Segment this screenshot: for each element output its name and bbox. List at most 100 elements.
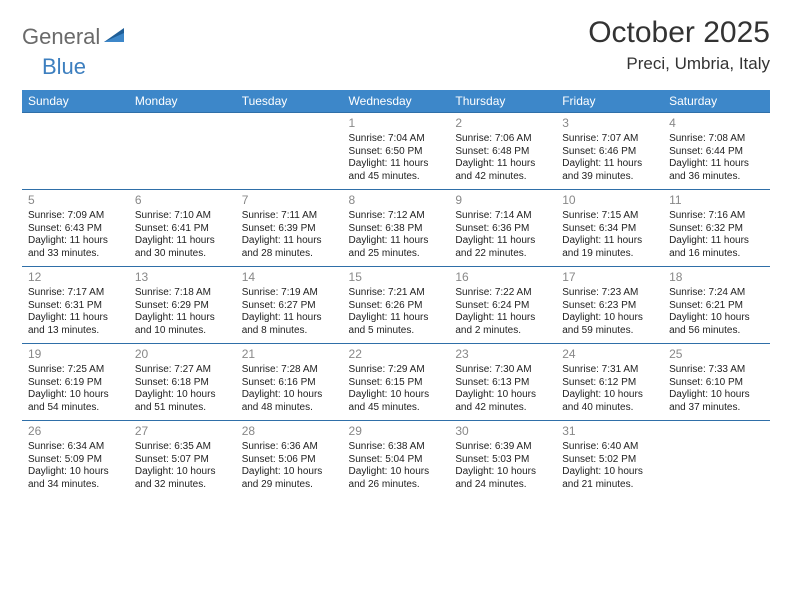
calendar-day-cell: 10 Sunrise: 7:15 AMSunset: 6:34 PMDayligh… — [556, 190, 663, 267]
weekday-header: Wednesday — [343, 90, 450, 113]
day-details: Sunrise: 7:31 AMSunset: 6:12 PMDaylight:… — [562, 364, 657, 414]
calendar-day-cell: 21Sunrise: 7:28 AMSunset: 6:16 PMDayligh… — [236, 344, 343, 421]
day-number: 24 — [562, 347, 657, 362]
logo: General — [22, 24, 130, 50]
calendar-day-cell: 1Sunrise: 7:04 AMSunset: 6:50 PMDaylight… — [343, 113, 450, 190]
day-details: Sunrise: 7:11 AMSunset: 6:39 PMDaylight:… — [242, 210, 337, 260]
day-details: Sunrise: 7:12 AMSunset: 6:38 PMDaylight:… — [349, 210, 444, 260]
calendar-day-cell: 18 Sunrise: 7:24 AMSunset: 6:21 PMDayligh… — [663, 267, 770, 344]
calendar-day-cell: 2 Sunrise: 7:06 AMSunset: 6:48 PMDaylight… — [449, 113, 556, 190]
weekday-header: Sunday — [22, 90, 129, 113]
calendar-day-cell: 27Sunrise: 6:35 AMSunset: 5:07 PMDayligh… — [129, 421, 236, 498]
day-number: 28 — [242, 424, 337, 439]
calendar-day-cell: 24 Sunrise: 7:31 AMSunset: 6:12 PMDayligh… — [556, 344, 663, 421]
calendar-day-cell: 7Sunrise: 7:11 AMSunset: 6:39 PMDaylight… — [236, 190, 343, 267]
logo-text-1: General — [22, 24, 100, 50]
day-number: 9 — [455, 193, 550, 208]
weekday-header: Monday — [129, 90, 236, 113]
day-number: 23 — [455, 347, 550, 362]
day-details: Sunrise: 6:40 AMSunset: 5:02 PMDaylight:… — [562, 441, 657, 491]
day-details: Sunrise: 7:19 AMSunset: 6:27 PMDaylight:… — [242, 287, 337, 337]
weekday-header: Tuesday — [236, 90, 343, 113]
day-number: 20 — [135, 347, 230, 362]
calendar-day-cell — [236, 113, 343, 190]
calendar-day-cell: 14 Sunrise: 7:19 AMSunset: 6:27 PMDayligh… — [236, 267, 343, 344]
day-number: 13 — [135, 270, 230, 285]
logo-triangle-icon — [104, 26, 126, 49]
day-details: Sunrise: 7:10 AMSunset: 6:41 PMDaylight:… — [135, 210, 230, 260]
day-details: Sunrise: 7:18 AMSunset: 6:29 PMDaylight:… — [135, 287, 230, 337]
day-details: Sunrise: 7:06 AMSunset: 6:48 PMDaylight:… — [455, 133, 550, 183]
calendar-day-cell: 11 Sunrise: 7:16 AMSunset: 6:32 PMDayligh… — [663, 190, 770, 267]
calendar-day-cell: 12Sunrise: 7:17 AMSunset: 6:31 PMDayligh… — [22, 267, 129, 344]
calendar-day-cell: 13 Sunrise: 7:18 AMSunset: 6:29 PMDayligh… — [129, 267, 236, 344]
calendar-day-cell — [22, 113, 129, 190]
day-details: Sunrise: 7:29 AMSunset: 6:15 PMDaylight:… — [349, 364, 444, 414]
day-details: Sunrise: 7:22 AMSunset: 6:24 PMDaylight:… — [455, 287, 550, 337]
day-number: 5 — [28, 193, 123, 208]
calendar-day-cell: 28 Sunrise: 6:36 AMSunset: 5:06 PMDayligh… — [236, 421, 343, 498]
day-details: Sunrise: 7:21 AMSunset: 6:26 PMDaylight:… — [349, 287, 444, 337]
weekday-header: Saturday — [663, 90, 770, 113]
day-details: Sunrise: 7:09 AMSunset: 6:43 PMDaylight:… — [28, 210, 123, 260]
logo-text-2: Blue — [42, 54, 86, 80]
day-number: 30 — [455, 424, 550, 439]
calendar-day-cell: 25 Sunrise: 7:33 AMSunset: 6:10 PMDayligh… — [663, 344, 770, 421]
calendar-day-cell — [129, 113, 236, 190]
calendar-day-cell: 23Sunrise: 7:30 AMSunset: 6:13 PMDayligh… — [449, 344, 556, 421]
day-number: 12 — [28, 270, 123, 285]
day-number: 8 — [349, 193, 444, 208]
day-details: Sunrise: 7:25 AMSunset: 6:19 PMDaylight:… — [28, 364, 123, 414]
day-number: 10 — [562, 193, 657, 208]
calendar-week-row: 5 Sunrise: 7:09 AMSunset: 6:43 PMDaylight… — [22, 190, 770, 267]
calendar-day-cell: 5 Sunrise: 7:09 AMSunset: 6:43 PMDaylight… — [22, 190, 129, 267]
calendar-day-cell: 17Sunrise: 7:23 AMSunset: 6:23 PMDayligh… — [556, 267, 663, 344]
day-number: 14 — [242, 270, 337, 285]
day-number: 29 — [349, 424, 444, 439]
day-number: 21 — [242, 347, 337, 362]
day-details: Sunrise: 7:07 AMSunset: 6:46 PMDaylight:… — [562, 133, 657, 183]
day-number: 18 — [669, 270, 764, 285]
day-details: Sunrise: 6:39 AMSunset: 5:03 PMDaylight:… — [455, 441, 550, 491]
day-details: Sunrise: 7:27 AMSunset: 6:18 PMDaylight:… — [135, 364, 230, 414]
page-title: October 2025 — [588, 18, 770, 48]
day-details: Sunrise: 6:34 AMSunset: 5:09 PMDaylight:… — [28, 441, 123, 491]
day-number: 6 — [135, 193, 230, 208]
day-number: 25 — [669, 347, 764, 362]
day-details: Sunrise: 7:15 AMSunset: 6:34 PMDaylight:… — [562, 210, 657, 260]
day-details: Sunrise: 7:14 AMSunset: 6:36 PMDaylight:… — [455, 210, 550, 260]
day-details: Sunrise: 7:23 AMSunset: 6:23 PMDaylight:… — [562, 287, 657, 337]
calendar-day-cell: 19 Sunrise: 7:25 AMSunset: 6:19 PMDayligh… — [22, 344, 129, 421]
day-number: 31 — [562, 424, 657, 439]
calendar-day-cell: 26Sunrise: 6:34 AMSunset: 5:09 PMDayligh… — [22, 421, 129, 498]
weekday-header-row: Sunday Monday Tuesday Wednesday Thursday… — [22, 90, 770, 113]
day-details: Sunrise: 7:16 AMSunset: 6:32 PMDaylight:… — [669, 210, 764, 260]
calendar-day-cell: 6 Sunrise: 7:10 AMSunset: 6:41 PMDaylight… — [129, 190, 236, 267]
day-number: 11 — [669, 193, 764, 208]
calendar-week-row: 12Sunrise: 7:17 AMSunset: 6:31 PMDayligh… — [22, 267, 770, 344]
calendar-day-cell: 30 Sunrise: 6:39 AMSunset: 5:03 PMDayligh… — [449, 421, 556, 498]
weekday-header: Thursday — [449, 90, 556, 113]
calendar-week-row: 19 Sunrise: 7:25 AMSunset: 6:19 PMDayligh… — [22, 344, 770, 421]
calendar-day-cell: 9 Sunrise: 7:14 AMSunset: 6:36 PMDaylight… — [449, 190, 556, 267]
day-details: Sunrise: 6:38 AMSunset: 5:04 PMDaylight:… — [349, 441, 444, 491]
calendar-day-cell: 8 Sunrise: 7:12 AMSunset: 6:38 PMDaylight… — [343, 190, 450, 267]
day-details: Sunrise: 7:33 AMSunset: 6:10 PMDaylight:… — [669, 364, 764, 414]
calendar-day-cell: 31 Sunrise: 6:40 AMSunset: 5:02 PMDayligh… — [556, 421, 663, 498]
calendar-table: Sunday Monday Tuesday Wednesday Thursday… — [22, 90, 770, 497]
day-details: Sunrise: 7:08 AMSunset: 6:44 PMDaylight:… — [669, 133, 764, 183]
location-subtitle: Preci, Umbria, Italy — [588, 54, 770, 74]
calendar-day-cell: 15 Sunrise: 7:21 AMSunset: 6:26 PMDayligh… — [343, 267, 450, 344]
day-number: 15 — [349, 270, 444, 285]
calendar-day-cell: 16 Sunrise: 7:22 AMSunset: 6:24 PMDayligh… — [449, 267, 556, 344]
calendar-week-row: 26Sunrise: 6:34 AMSunset: 5:09 PMDayligh… — [22, 421, 770, 498]
day-number: 2 — [455, 116, 550, 131]
day-details: Sunrise: 7:24 AMSunset: 6:21 PMDaylight:… — [669, 287, 764, 337]
day-number: 22 — [349, 347, 444, 362]
day-number: 19 — [28, 347, 123, 362]
day-number: 3 — [562, 116, 657, 131]
calendar-day-cell: 29 Sunrise: 6:38 AMSunset: 5:04 PMDayligh… — [343, 421, 450, 498]
day-number: 16 — [455, 270, 550, 285]
calendar-week-row: 1Sunrise: 7:04 AMSunset: 6:50 PMDaylight… — [22, 113, 770, 190]
day-details: Sunrise: 6:36 AMSunset: 5:06 PMDaylight:… — [242, 441, 337, 491]
